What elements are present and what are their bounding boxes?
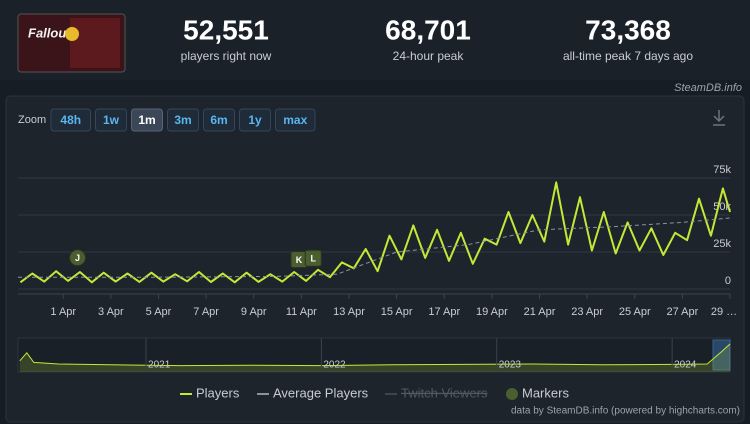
event-marker[interactable]: [304, 249, 322, 267]
x-tick-label: 15 Apr: [381, 306, 413, 318]
y-tick-label: 25k: [713, 238, 731, 250]
zoom-button-label[interactable]: 48h: [60, 113, 81, 127]
stat-value: 68,701: [385, 14, 471, 45]
x-tick-label: 13 Apr: [333, 306, 365, 318]
x-tick-label: 11 Apr: [286, 306, 317, 318]
series-line: [19, 181, 731, 284]
x-tick-label: 27 Apr: [666, 306, 698, 318]
zoom-label: Zoom: [18, 114, 46, 126]
navigator-tick-label: 2021: [148, 360, 171, 371]
zoom-button[interactable]: [95, 108, 127, 132]
y-tick-label: 75k: [713, 164, 731, 176]
legend-label[interactable]: Markers: [522, 385, 569, 400]
legend-label[interactable]: Twitch Viewers: [401, 385, 488, 400]
stat-value: 52,551: [183, 14, 269, 45]
stat-value: 73,368: [585, 14, 671, 45]
y-tick-label: 0: [725, 275, 731, 287]
zoom-button-label[interactable]: 1y: [248, 113, 262, 127]
x-tick-label: 23 Apr: [571, 306, 603, 318]
x-tick-label: 29 …: [711, 306, 737, 318]
logo-emblem: [65, 27, 79, 41]
zoom-button-label[interactable]: 1m: [138, 113, 155, 127]
zoom-button[interactable]: [275, 108, 316, 132]
x-tick-label: 7 Apr: [193, 306, 219, 318]
navigator-tick-label: 2023: [499, 360, 522, 371]
legend-label[interactable]: Average Players: [273, 385, 369, 400]
zoom-button[interactable]: [167, 108, 199, 132]
navigator-line: [19, 343, 731, 367]
image-art: [70, 18, 120, 68]
legend-swatch: [506, 388, 518, 400]
stat-label: 24-hour peak: [393, 49, 465, 63]
event-marker[interactable]: [69, 249, 87, 267]
event-marker-label: K: [296, 255, 303, 265]
zoom-button[interactable]: [131, 108, 163, 132]
chart-panel: [5, 95, 745, 423]
chart-credit: data by SteamDB.info (powered by highcha…: [511, 406, 740, 417]
navigator-tick-label: 2022: [323, 360, 346, 371]
logo-text: Fallout: [28, 25, 71, 40]
credit[interactable]: SteamDB.info: [674, 82, 742, 94]
zoom-button-label[interactable]: max: [283, 113, 307, 127]
event-marker-label: L: [311, 254, 317, 264]
x-tick-label: 17 Apr: [428, 306, 460, 318]
zoom-button-label[interactable]: 1w: [103, 113, 120, 127]
zoom-button-label[interactable]: 6m: [210, 113, 227, 127]
stat-label: players right now: [181, 49, 272, 63]
icon-arrow: [713, 115, 725, 123]
zoom-button[interactable]: [50, 108, 91, 132]
x-tick-label: 1 Apr: [50, 306, 76, 318]
legend-label[interactable]: Players: [196, 385, 240, 400]
navigator-area: [19, 344, 730, 372]
navigator-tick-label: 2024: [674, 360, 697, 371]
event-marker-label: J: [75, 253, 80, 263]
stat-label: all-time peak 7 days ago: [563, 49, 693, 63]
x-tick-label: 25 Apr: [619, 306, 651, 318]
navigator-frame: [17, 337, 731, 373]
x-tick-label: 19 Apr: [476, 306, 508, 318]
zoom-button-label[interactable]: 3m: [174, 113, 191, 127]
x-tick-label: 9 Apr: [241, 306, 267, 318]
x-tick-label: 5 Apr: [146, 306, 172, 318]
download-icon[interactable]: [713, 110, 725, 126]
x-tick-label: 21 Apr: [524, 306, 556, 318]
x-tick-label: 3 Apr: [98, 306, 124, 318]
zoom-button[interactable]: [239, 108, 271, 132]
zoom-button[interactable]: [203, 108, 235, 132]
